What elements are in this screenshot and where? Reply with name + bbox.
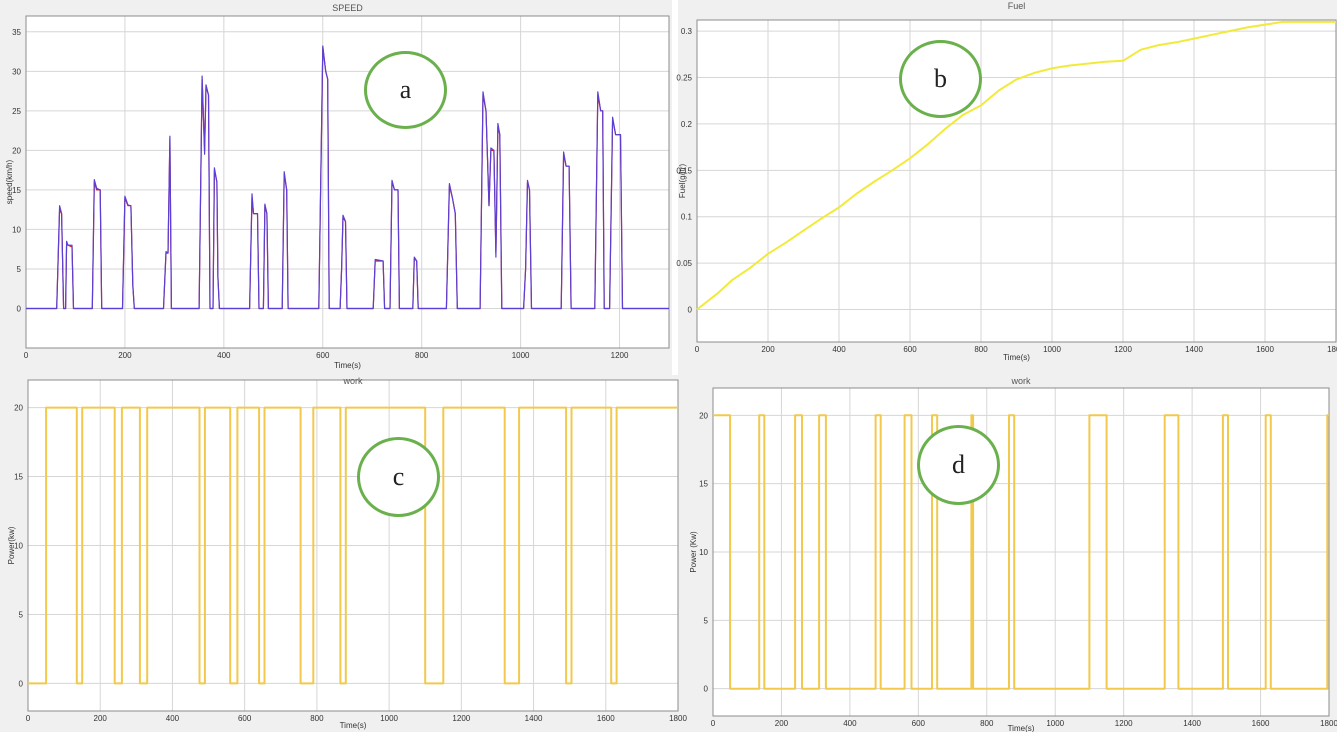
- y-tick-label: 10: [699, 548, 708, 557]
- series-line: [713, 414, 1329, 690]
- x-tick-label: 800: [415, 351, 429, 360]
- chart-panel-d: 0 200 400 600 800 1000 1200 1400 1600 1800 0 5 10 15 2…: [687, 375, 1337, 732]
- y-tick-label: 15: [12, 186, 21, 195]
- x-tick-label: 800: [974, 345, 988, 354]
- x-tick-label: 400: [217, 351, 231, 360]
- work-chart-c: 0 200 400 600 800 1000 1200 1400 1600 1800 0 5 10 15 2…: [7, 376, 687, 730]
- x-tick-label: 1000: [512, 351, 530, 360]
- x-tick-label: 1000: [380, 714, 398, 723]
- x-tick-label: 200: [775, 719, 789, 728]
- x-tick-label: 200: [118, 351, 132, 360]
- x-tick-label: 1400: [1183, 719, 1201, 728]
- y-axis-label: Power (Kw): [689, 531, 698, 573]
- plot-area: [696, 19, 1337, 343]
- x-axis-label: Time(s): [334, 361, 361, 370]
- y-tick-label: 20: [12, 146, 21, 155]
- y-tick-label: 30: [12, 67, 21, 76]
- x-tick-label: 1200: [1115, 719, 1133, 728]
- y-tick-label: 0.05: [676, 259, 692, 268]
- x-tick-label: 1600: [1256, 345, 1274, 354]
- chart-title: work: [342, 376, 363, 386]
- x-tick-label: 1200: [452, 714, 470, 723]
- plot-border: [25, 15, 670, 349]
- plot-border: [712, 387, 1330, 717]
- fuel-chart: 0 200 400 600 800 1000 1200 1400 1600 1800 0 0.05 0.…: [676, 1, 1337, 362]
- y-tick-label: 5: [704, 616, 709, 625]
- x-tick-label: 1800: [1327, 345, 1337, 354]
- x-tick-label: 0: [24, 351, 29, 360]
- chart-title: Fuel: [1008, 1, 1026, 11]
- x-tick-label: 1000: [1046, 719, 1064, 728]
- panel-label-a: a: [364, 51, 447, 129]
- x-tick-label: 600: [238, 714, 252, 723]
- y-tick-label: 35: [12, 28, 21, 37]
- x-tick-label: 0: [26, 714, 31, 723]
- y-tick-label: 10: [14, 542, 23, 551]
- y-tick-label: 5: [19, 610, 24, 619]
- y-axis-label: speed(km/h): [5, 159, 14, 204]
- x-tick-label: 400: [166, 714, 180, 723]
- chart-title: SPEED: [332, 3, 363, 13]
- y-tick-label: 0: [704, 685, 709, 694]
- chart-panel-a: 0 200 400 600 800 1000 1200 0 5 10 15 20 25 30 35 SPEED…: [0, 0, 672, 375]
- chart-title: work: [1010, 376, 1031, 386]
- y-axis-label: Fuel(g/ltr): [678, 164, 687, 199]
- plot-border: [27, 379, 679, 712]
- x-tick-label: 600: [316, 351, 330, 360]
- panel-label-b: b: [899, 40, 982, 118]
- x-tick-label: 1600: [597, 714, 615, 723]
- y-tick-label: 0.2: [681, 120, 693, 129]
- y-tick-label: 0: [19, 679, 24, 688]
- x-tick-label: 200: [761, 345, 775, 354]
- x-tick-label: 0: [695, 345, 700, 354]
- series-line: [696, 20, 1336, 311]
- y-tick-label: 0: [17, 304, 22, 313]
- y-tick-label: 15: [14, 473, 23, 482]
- x-axis-label: Time(s): [1003, 353, 1030, 362]
- y-tick-label: 0.3: [681, 27, 693, 36]
- x-tick-label: 600: [912, 719, 926, 728]
- y-tick-label: 0.25: [676, 74, 692, 83]
- y-tick-label: 0.1: [681, 213, 693, 222]
- plot-border: [696, 19, 1337, 343]
- x-tick-label: 400: [832, 345, 846, 354]
- x-tick-label: 800: [310, 714, 324, 723]
- x-tick-label: 1000: [1043, 345, 1061, 354]
- y-tick-label: 5: [17, 265, 22, 274]
- speed-chart: 0 200 400 600 800 1000 1200 0 5 10 15 20 25 30 35 SPEED…: [5, 3, 670, 370]
- y-tick-label: 20: [699, 411, 708, 420]
- y-tick-label: 0.15: [676, 166, 692, 175]
- x-axis-label: Time(s): [1008, 724, 1035, 732]
- series-line: [26, 45, 669, 310]
- y-tick-label: 10: [12, 225, 21, 234]
- y-tick-label: 25: [12, 107, 21, 116]
- x-tick-label: 600: [903, 345, 917, 354]
- x-tick-label: 1400: [525, 714, 543, 723]
- y-axis-label: Power(kw): [7, 526, 16, 564]
- x-tick-label: 1400: [1185, 345, 1203, 354]
- x-tick-label: 800: [980, 719, 994, 728]
- x-tick-label: 200: [94, 714, 108, 723]
- series-line: [28, 406, 678, 685]
- x-tick-label: 1600: [1252, 719, 1270, 728]
- x-tick-label: 400: [843, 719, 857, 728]
- x-axis-label: Time(s): [340, 721, 367, 730]
- chart-panel-c: 0 200 400 600 800 1000 1200 1400 1600 1800 0 5 10 15 2…: [0, 375, 687, 732]
- panel-label-d: d: [917, 425, 1000, 505]
- y-tick-label: 20: [14, 404, 23, 413]
- x-tick-label: 1200: [1114, 345, 1132, 354]
- y-tick-label: 0: [688, 306, 693, 315]
- panel-label-c: c: [357, 437, 440, 517]
- work-chart-d: 0 200 400 600 800 1000 1200 1400 1600 1800 0 5 10 15 2…: [689, 376, 1337, 732]
- y-tick-label: 15: [699, 480, 708, 489]
- x-tick-label: 0: [711, 719, 716, 728]
- x-tick-label: 1800: [1320, 719, 1337, 728]
- x-tick-label: 1800: [669, 714, 687, 723]
- x-tick-label: 1200: [611, 351, 629, 360]
- chart-panel-b: 0 200 400 600 800 1000 1200 1400 1600 1800 0 0.05 0.…: [676, 0, 1337, 375]
